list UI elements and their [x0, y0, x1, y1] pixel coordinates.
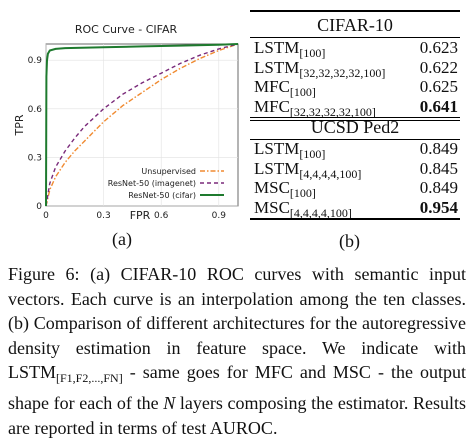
- model-shape: [32,32,32,32,100]: [289, 104, 376, 119]
- y-tick-label: 0.9: [28, 56, 43, 66]
- model-name: LSTM[100]: [254, 38, 325, 61]
- x-tick-label: 0: [43, 211, 49, 221]
- cifar-row: LSTM[32,32,32,32,100] 0.622: [250, 57, 460, 81]
- model-shape: [32,32,32,32,100]: [299, 65, 386, 80]
- model-base: LSTM: [254, 57, 300, 77]
- ucsd-row: MSC[4,4,4,4,100] 0.954: [250, 197, 460, 221]
- chart-title: ROC Curve - CIFAR: [75, 23, 178, 36]
- legend-label: Unsupervised: [141, 167, 196, 176]
- caption-text-2: - same goes for MFC and MSC - the output…: [8, 362, 466, 413]
- table-bottom-rule: [250, 218, 460, 220]
- model-base: MSC: [254, 178, 290, 197]
- x-axis-label: FPR: [130, 209, 151, 222]
- ucsd-row: LSTM[100] 0.849: [250, 139, 460, 162]
- caption-subscript: [F1,F2,...,FN]: [56, 371, 123, 386]
- model-base: MSC: [254, 197, 290, 217]
- cifar-header-rule: [250, 37, 460, 38]
- cifar-section-title: CIFAR-10: [317, 15, 393, 35]
- series-line-unsupervised: [45, 43, 239, 207]
- y-tick-label: 0: [36, 202, 42, 212]
- series-line-resnet-50-imagenet: [45, 43, 239, 207]
- table-top-rule: [250, 10, 460, 12]
- model-name: LSTM[32,32,32,32,100]: [254, 58, 385, 81]
- caption-text-1: Figure 6: (a) CIFAR-10 ROC curves with s…: [8, 264, 466, 383]
- section-divider-1: [250, 117, 460, 118]
- model-name: LSTM[4,4,4,4,100]: [254, 159, 361, 182]
- plot-area: [45, 43, 239, 207]
- panel-b-label: (b): [339, 231, 360, 251]
- model-shape: [4,4,4,4,100]: [289, 205, 352, 220]
- figure-caption: Figure 6: (a) CIFAR-10 ROC curves with s…: [8, 262, 466, 440]
- model-shape: [4,4,4,4,100]: [299, 166, 362, 181]
- model-base: LSTM: [254, 139, 300, 158]
- y-axis-label: TPR: [13, 114, 26, 136]
- auroc-value: 0.641: [419, 96, 458, 116]
- x-tick-label: 0.3: [96, 211, 110, 221]
- model-name: MSC[100]: [254, 178, 316, 201]
- auroc-value: 0.849: [419, 178, 458, 197]
- model-name: MSC[4,4,4,4,100]: [254, 198, 352, 221]
- legend-label: ResNet-50 (cifar): [128, 191, 196, 200]
- series-lines: [45, 43, 239, 207]
- cifar-row: LSTM[100] 0.623: [250, 38, 460, 61]
- legend-label: ResNet-50 (imagenet): [108, 179, 196, 188]
- model-name: MFC[32,32,32,32,100]: [254, 97, 376, 120]
- model-shape: [100]: [289, 186, 316, 200]
- model-shape: [100]: [289, 85, 316, 99]
- ucsd-row: LSTM[4,4,4,4,100] 0.845: [250, 158, 460, 182]
- roc-chart: ROC Curve - CIFAR 0 0.3 0.6 0.9 0 0.3 0.6 0.9 F…: [13, 23, 239, 222]
- auroc-value: 0.623: [419, 38, 458, 57]
- model-name: MFC[100]: [254, 77, 316, 100]
- x-tick-label: 0.9: [212, 211, 227, 221]
- model-base: LSTM: [254, 38, 300, 57]
- cifar-row: MFC[32,32,32,32,100] 0.641: [250, 96, 460, 120]
- y-tick-label: 0.3: [28, 153, 42, 163]
- auroc-value: 0.849: [419, 139, 458, 158]
- x-tick-label: 0.6: [154, 211, 169, 221]
- ucsd-row: MSC[100] 0.849: [250, 178, 460, 201]
- tick-labels: 0 0.3 0.6 0.9 0 0.3 0.6 0.9: [28, 56, 227, 221]
- auroc-value: 0.625: [419, 77, 458, 96]
- model-shape: [100]: [299, 147, 326, 161]
- auroc-value: 0.622: [419, 57, 458, 77]
- model-base: MFC: [254, 77, 290, 96]
- model-name: LSTM[100]: [254, 139, 325, 162]
- cifar-row: MFC[100] 0.625: [250, 77, 460, 100]
- model-shape: [100]: [299, 46, 326, 60]
- chart-legend: Unsupervised ResNet-50 (imagenet) ResNet-5…: [108, 167, 224, 200]
- caption-italic-n: N: [163, 392, 176, 413]
- y-tick-label: 0.6: [28, 105, 43, 115]
- ucsd-header-rule: [250, 139, 460, 140]
- section-divider-2: [250, 120, 460, 121]
- model-base: MFC: [254, 96, 290, 116]
- series-line-resnet-50-cifar: [45, 43, 239, 207]
- auroc-value: 0.954: [419, 197, 458, 217]
- model-base: LSTM: [254, 158, 300, 178]
- auroc-value: 0.845: [419, 158, 458, 178]
- ucsd-section-title: UCSD Ped2: [310, 117, 400, 137]
- panel-a-label: (a): [112, 229, 132, 249]
